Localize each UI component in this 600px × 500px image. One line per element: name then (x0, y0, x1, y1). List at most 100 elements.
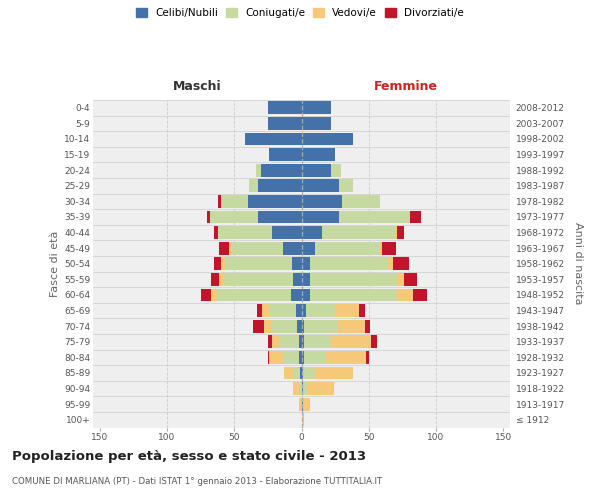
Bar (304, 336, 331, 348)
Bar (380, 242, 382, 254)
Bar (302, 117, 331, 130)
Bar (220, 242, 229, 254)
Bar (293, 366, 300, 380)
Bar (299, 351, 302, 364)
Bar (271, 320, 298, 332)
Bar (253, 320, 264, 332)
Bar (310, 273, 397, 285)
Bar (302, 258, 310, 270)
Text: Femmine: Femmine (374, 80, 438, 92)
Bar (248, 195, 302, 208)
Bar (218, 195, 221, 208)
Bar (322, 226, 395, 239)
Bar (365, 320, 370, 332)
Bar (250, 180, 259, 192)
Bar (264, 320, 271, 332)
Bar (310, 258, 388, 270)
Text: COMUNE DI MARLIANA (PT) - Dati ISTAT 1° gennaio 2013 - Elaborazione TUTTITALIA.I: COMUNE DI MARLIANA (PT) - Dati ISTAT 1° … (12, 477, 382, 486)
Bar (302, 366, 303, 380)
Bar (293, 273, 302, 285)
Bar (413, 288, 427, 302)
Bar (359, 304, 365, 317)
Bar (326, 351, 366, 364)
Bar (366, 351, 369, 364)
Bar (259, 210, 302, 224)
Bar (310, 288, 397, 302)
Text: Maschi: Maschi (173, 80, 221, 92)
Bar (272, 336, 278, 348)
Bar (339, 180, 353, 192)
Bar (338, 320, 365, 332)
Bar (302, 398, 303, 410)
Bar (371, 336, 377, 348)
Bar (303, 366, 315, 380)
Bar (303, 382, 307, 395)
Bar (302, 102, 331, 114)
Bar (302, 288, 310, 302)
Bar (217, 288, 291, 302)
Bar (331, 336, 371, 348)
Bar (410, 210, 421, 224)
Bar (302, 304, 305, 317)
Bar (302, 195, 342, 208)
Bar (225, 258, 292, 270)
Bar (283, 242, 302, 254)
Bar (388, 258, 393, 270)
Bar (200, 288, 211, 302)
Bar (283, 351, 299, 364)
Bar (382, 242, 395, 254)
Bar (302, 180, 339, 192)
Bar (291, 288, 302, 302)
Bar (302, 148, 335, 161)
Bar (299, 336, 302, 348)
Bar (299, 398, 302, 410)
Bar (303, 398, 310, 410)
Bar (214, 258, 221, 270)
Bar (302, 242, 315, 254)
Bar (302, 210, 339, 224)
Bar (335, 304, 359, 317)
Bar (315, 242, 380, 254)
Bar (300, 366, 302, 380)
Bar (284, 366, 293, 380)
Text: Popolazione per età, sesso e stato civile - 2013: Popolazione per età, sesso e stato civil… (12, 450, 366, 463)
Bar (397, 226, 404, 239)
Bar (256, 164, 261, 176)
Bar (397, 273, 404, 285)
Bar (300, 382, 302, 395)
Bar (393, 258, 409, 270)
Bar (268, 336, 272, 348)
Bar (302, 320, 304, 332)
Bar (404, 273, 417, 285)
Bar (214, 226, 218, 239)
Bar (278, 336, 299, 348)
Bar (268, 117, 302, 130)
Bar (315, 366, 353, 380)
Bar (302, 414, 304, 426)
Bar (269, 351, 283, 364)
Bar (342, 195, 380, 208)
Bar (269, 304, 296, 317)
Bar (296, 304, 302, 317)
Bar (305, 304, 335, 317)
Bar (339, 210, 410, 224)
Bar (268, 351, 269, 364)
Bar (269, 148, 302, 161)
Y-axis label: Anni di nascita: Anni di nascita (573, 222, 583, 305)
Bar (218, 226, 272, 239)
Bar (249, 180, 250, 192)
Bar (257, 304, 262, 317)
Bar (304, 351, 326, 364)
Bar (210, 210, 259, 224)
Bar (232, 242, 283, 254)
Bar (302, 336, 304, 348)
Y-axis label: Fasce di età: Fasce di età (50, 230, 60, 297)
Bar (220, 273, 223, 285)
Bar (221, 195, 248, 208)
Bar (223, 273, 293, 285)
Bar (272, 226, 302, 239)
Bar (302, 351, 304, 364)
Bar (293, 382, 300, 395)
Bar (302, 226, 322, 239)
Bar (292, 258, 302, 270)
